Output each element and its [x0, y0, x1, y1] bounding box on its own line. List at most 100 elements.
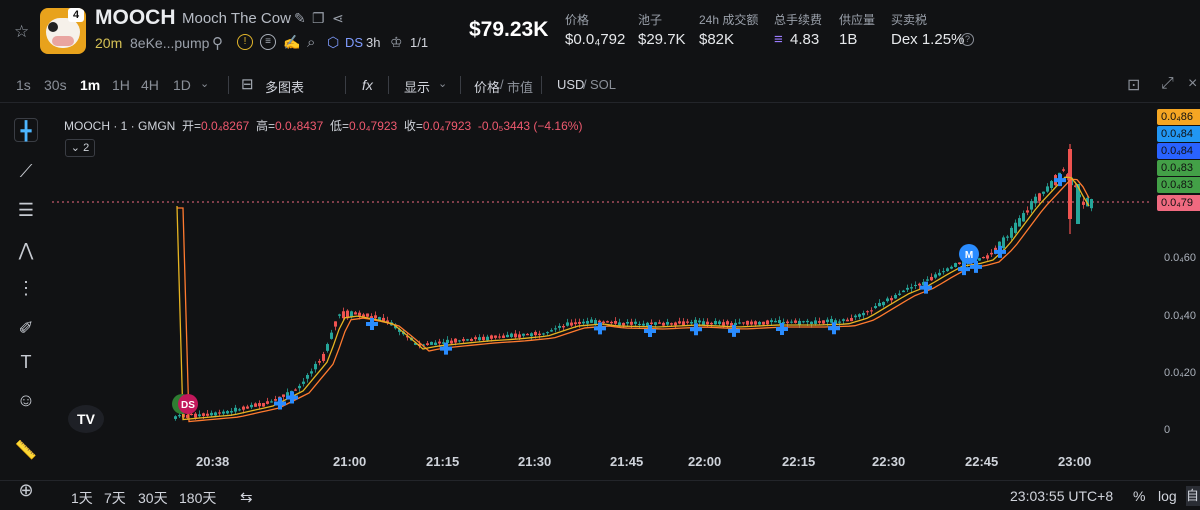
candle — [822, 320, 825, 324]
price-toggle[interactable]: 价格 — [474, 80, 501, 95]
text-icon[interactable]: T — [20, 352, 32, 372]
display-dropdown-icon[interactable]: ⌄ — [438, 78, 448, 90]
price-tag: 0.0₄83 — [1157, 160, 1200, 176]
ds-age: 3h — [366, 35, 381, 50]
trendline-icon[interactable]: ⟋ — [19, 161, 33, 181]
candle — [278, 396, 281, 398]
candle — [938, 272, 941, 276]
person-icon[interactable]: ⚲ — [212, 35, 223, 52]
range-30d[interactable]: 30天 — [138, 490, 168, 506]
search-icon[interactable]: ⌕ — [307, 34, 316, 51]
candle — [254, 403, 257, 407]
fullscreen-icon[interactable]: ⤢ — [1161, 75, 1174, 92]
fib-icon[interactable]: ⋮ — [17, 278, 35, 298]
time-tick: 22:00 — [688, 454, 722, 469]
multi-chart-icon[interactable]: ⊟ — [241, 76, 254, 93]
legend-collapse[interactable]: ⌄ 2 — [65, 139, 95, 157]
token-address[interactable]: 8eKe...pump — [130, 35, 210, 51]
pattern-icon[interactable]: ⋀ — [18, 240, 34, 260]
share-icon[interactable]: ⋖ — [332, 10, 344, 26]
sol-toggle[interactable]: SOL — [590, 77, 617, 92]
candle — [1006, 236, 1009, 238]
candle — [294, 389, 297, 391]
candle — [310, 371, 313, 374]
goto-date-icon[interactable]: ⇆ — [240, 489, 253, 506]
price-tick: 0.0₄60 — [1164, 252, 1197, 264]
clock[interactable]: 23:03:55 UTC+8 — [1010, 488, 1114, 504]
candle — [722, 322, 725, 326]
candle — [178, 415, 181, 417]
auto-toggle[interactable]: 自 — [1186, 486, 1200, 506]
chart-toolbar: 1s 30s 1m 1H 4H 1D ⌄ ⊟ 多图表 fx 显示 ⌄ 价格 / … — [16, 75, 1198, 95]
time-tick: 21:00 — [333, 454, 367, 469]
percent-toggle[interactable]: % — [1133, 488, 1146, 504]
brush-icon[interactable]: ✐ — [18, 318, 34, 338]
candle — [794, 320, 797, 323]
buy-marker — [366, 318, 378, 330]
tf-30s[interactable]: 30s — [44, 77, 67, 93]
candle — [946, 268, 949, 272]
log-toggle[interactable]: log — [1158, 488, 1177, 504]
tf-1m[interactable]: 1m — [80, 77, 101, 93]
candle — [518, 334, 521, 338]
bottom-bar: 1天 7天 30天 180天 ⇆ 23:03:55 UTC+8 % log 自 — [0, 480, 1200, 510]
candle — [1034, 196, 1037, 204]
candle — [234, 407, 237, 412]
candle — [818, 321, 821, 323]
note-icon[interactable]: ✍ — [283, 34, 301, 50]
candle — [206, 413, 209, 416]
range-7d[interactable]: 7天 — [104, 490, 126, 506]
candle — [734, 322, 737, 326]
candle — [742, 322, 745, 324]
price-tick: 0.0₄40 — [1164, 310, 1197, 322]
help-icon[interactable]: ? — [961, 33, 974, 46]
close-icon[interactable]: × — [1188, 75, 1198, 92]
hlines-icon[interactable]: ☰ — [17, 200, 35, 220]
range-180d[interactable]: 180天 — [179, 490, 217, 506]
display-button[interactable]: 显示 — [404, 80, 431, 95]
candle — [626, 321, 629, 324]
candle — [214, 412, 217, 416]
emoji-icon[interactable]: ☺ — [16, 390, 36, 410]
candle — [522, 333, 525, 336]
candle — [842, 319, 845, 321]
candle — [1046, 186, 1049, 192]
price-chart[interactable]: DS M — [52, 104, 1150, 478]
candle — [194, 413, 197, 418]
candle — [174, 416, 177, 419]
buy-marker — [728, 324, 740, 337]
mcap-toggle[interactable]: 市值 — [507, 80, 534, 95]
candle — [594, 320, 597, 324]
copy-icon[interactable]: ❐ — [312, 10, 325, 26]
edit-icon[interactable]: ✎ — [294, 10, 306, 26]
usd-toggle[interactable]: USD — [557, 77, 585, 92]
candle — [550, 330, 553, 332]
buy-marker — [594, 322, 606, 335]
candle — [646, 322, 649, 327]
tf-1H[interactable]: 1H — [112, 77, 130, 93]
candle — [690, 321, 693, 324]
crosshair-icon[interactable]: ╋ — [14, 118, 38, 142]
buy-marker — [690, 323, 702, 336]
warning-icon[interactable]: ! — [237, 34, 253, 50]
zoom-icon[interactable]: ⊕ — [18, 480, 34, 500]
time-tick: 21:45 — [610, 454, 644, 469]
range-1d[interactable]: 1天 — [71, 490, 93, 506]
candle — [438, 341, 441, 344]
holders-ratio: 1/1 — [410, 35, 429, 50]
tf-1s[interactable]: 1s — [16, 77, 31, 93]
indicators-button[interactable]: fx — [362, 77, 373, 93]
ruler-icon[interactable]: 📏 — [14, 440, 38, 460]
menu-icon[interactable]: ≡ — [260, 34, 276, 50]
m-marker-label: M — [965, 250, 973, 261]
tf-dropdown-icon[interactable]: ⌄ — [200, 78, 210, 90]
tf-1D[interactable]: 1D — [173, 77, 191, 93]
multi-chart-button[interactable]: 多图表 — [265, 80, 305, 95]
stat-value-volume: $82K — [699, 31, 735, 48]
candle — [238, 409, 241, 411]
candle — [746, 320, 749, 325]
star-icon[interactable]: ☆ — [14, 22, 30, 41]
tf-4H[interactable]: 4H — [141, 77, 159, 93]
camera-icon[interactable]: ⊡ — [1127, 77, 1141, 94]
market-cap: $79.23K — [469, 18, 549, 41]
